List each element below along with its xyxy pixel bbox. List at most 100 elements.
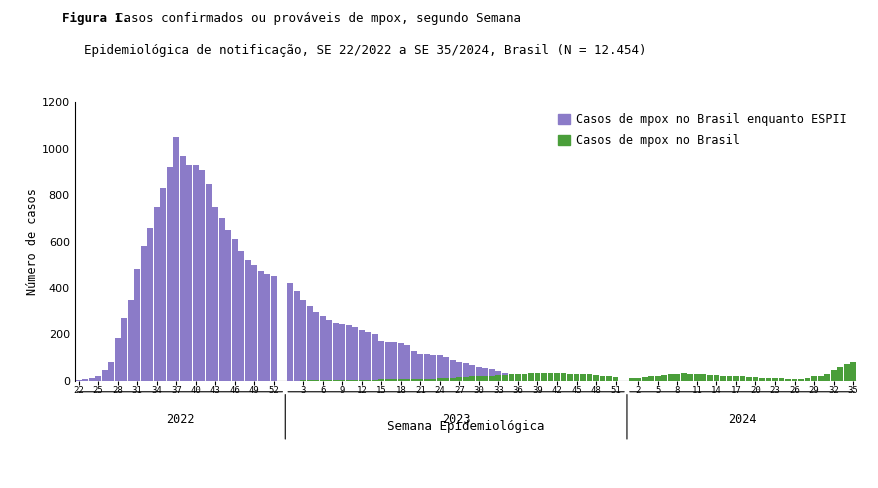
Bar [732,376,738,381]
Bar [154,207,160,381]
Bar [501,372,507,381]
Bar [127,300,133,381]
Bar [771,378,777,381]
Bar [313,312,319,381]
Bar [463,363,468,381]
Bar [404,345,410,381]
Bar [456,362,462,381]
Bar [140,246,147,381]
Bar [469,365,475,381]
Text: 2022: 2022 [166,413,194,426]
Bar [635,378,641,381]
Bar [391,343,397,381]
Bar [791,379,796,381]
Bar [180,156,185,381]
Bar [436,355,443,381]
Bar [134,269,140,381]
Bar [593,380,598,381]
Bar [765,378,771,381]
Bar [573,374,579,381]
Bar [534,378,540,381]
Bar [606,376,611,381]
Bar [599,376,605,381]
Bar [547,372,553,381]
Bar [534,372,540,381]
Bar [667,374,673,381]
Bar [436,378,443,381]
Bar [121,318,127,381]
Bar [417,379,423,381]
Bar [391,380,397,381]
Bar [628,378,634,381]
Bar [817,376,823,381]
Bar [371,334,378,381]
Bar [385,342,390,381]
Bar [482,376,488,381]
Bar [495,375,500,381]
Bar [264,274,270,381]
Bar [423,354,429,381]
Bar [378,341,384,381]
Bar [836,367,842,381]
Bar [219,218,225,381]
Bar [541,372,546,381]
Bar [186,165,192,381]
Bar [352,327,357,381]
Bar [706,375,712,381]
Bar [752,377,758,381]
Bar [345,325,351,381]
Bar [488,376,494,381]
Bar [293,291,299,381]
Bar [108,362,114,381]
Bar [528,373,533,381]
Bar [824,374,829,381]
Bar [579,374,586,381]
Bar [320,316,325,381]
Bar [641,377,647,381]
Bar [784,379,790,381]
Bar [553,379,559,381]
Bar [759,378,764,381]
Bar [803,378,810,381]
Bar [726,376,731,381]
Text: Epidemiológica de notificação, SE 22/2022 a SE 35/2024, Brasil (N = 12.454): Epidemiológica de notificação, SE 22/202… [83,44,645,57]
Bar [648,376,653,381]
Bar [398,379,403,381]
Bar [358,330,364,381]
Bar [573,379,579,381]
Bar [199,170,205,381]
Bar [475,367,481,381]
Bar [830,370,836,381]
Bar [694,374,699,381]
Bar [398,343,403,381]
Text: 2024: 2024 [727,413,755,426]
Bar [560,379,565,381]
X-axis label: Semana Epidemiológica: Semana Epidemiológica [386,420,544,433]
Bar [586,374,592,381]
Bar [507,374,514,381]
Bar [528,377,533,381]
Bar [102,370,107,381]
Bar [843,365,848,381]
Bar [173,137,179,381]
Bar [89,378,95,381]
Bar [521,374,527,381]
Bar [430,355,435,381]
Bar [566,379,572,381]
Bar [83,380,88,381]
Bar [660,375,666,381]
Bar [810,376,816,381]
Bar [515,374,521,381]
Bar [232,239,237,381]
Bar [475,376,481,381]
Bar [423,379,429,381]
Bar [358,380,364,381]
Bar [371,380,378,381]
Legend: Casos de mpox no Brasil enquanto ESPII, Casos de mpox no Brasil: Casos de mpox no Brasil enquanto ESPII, … [552,108,850,152]
Bar [599,380,605,381]
Bar [306,306,313,381]
Bar [410,379,416,381]
Bar [251,264,257,381]
Bar [593,375,598,381]
Bar [212,207,218,381]
